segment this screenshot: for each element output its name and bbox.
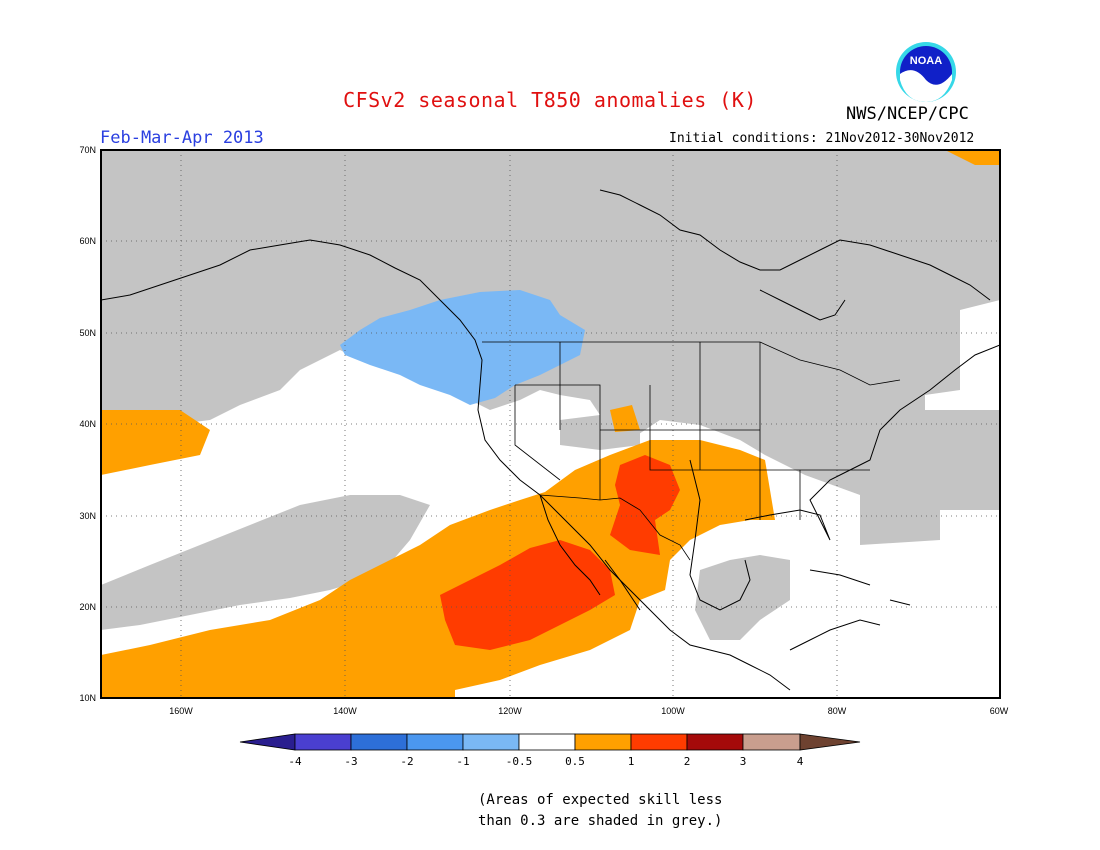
chart-title: CFSv2 seasonal T850 anomalies (K) <box>343 88 757 112</box>
colorbar-segment <box>686 733 744 751</box>
colorbar-label: 2 <box>684 755 691 768</box>
lat-label: 60N <box>79 236 96 246</box>
longitude-labels: 160W 140W 120W 100W 80W 60W <box>169 706 1009 716</box>
positive-anomaly-area-arctic <box>945 150 1000 165</box>
lat-label: 30N <box>79 511 96 521</box>
colorbar-label: -2 <box>400 755 413 768</box>
negative-anomaly-area <box>340 290 585 405</box>
strong-anomaly-area-texas <box>610 455 680 555</box>
colorbar-labels: -4 -3 -2 -1 -0.5 0.5 1 2 3 4 <box>288 755 803 768</box>
colorbar-label: -3 <box>344 755 357 768</box>
positive-anomaly-area-north <box>610 405 640 432</box>
lon-label: 60W <box>990 706 1009 716</box>
colorbar-segment <box>406 733 464 751</box>
lon-label: 140W <box>333 706 357 716</box>
forecast-period: Feb-Mar-Apr 2013 <box>100 128 264 148</box>
colorbar <box>239 733 861 751</box>
political-borders <box>482 341 901 561</box>
positive-anomaly-area-west <box>101 410 210 475</box>
noaa-logo: NOAA <box>896 42 956 102</box>
colorbar-segment <box>462 733 520 751</box>
colorbar-label: -1 <box>456 755 469 768</box>
organization-label: NWS/NCEP/CPC <box>846 104 969 124</box>
low-skill-area-pacific <box>101 495 430 630</box>
lon-label: 120W <box>498 706 522 716</box>
colorbar-segment <box>742 733 801 751</box>
latitude-labels: 70N 60N 50N 40N 30N 20N 10N <box>79 145 96 703</box>
initial-conditions: Initial conditions: 21Nov2012-30Nov2012 <box>669 131 975 146</box>
colorbar-label: 1 <box>628 755 635 768</box>
colorbar-segment <box>239 733 296 751</box>
colorbar-segment <box>294 733 352 751</box>
lon-label: 100W <box>661 706 685 716</box>
lat-label: 40N <box>79 419 96 429</box>
strong-anomaly-area-baja <box>440 540 615 650</box>
lat-label: 10N <box>79 693 96 703</box>
coastlines <box>101 189 1000 691</box>
colorbar-segment <box>799 733 861 751</box>
positive-anomaly-area-main <box>101 440 775 698</box>
lon-label: 160W <box>169 706 193 716</box>
footnote-line-2: than 0.3 are shaded in grey.) <box>478 813 723 829</box>
map-frame <box>100 149 1001 699</box>
logo-text: NOAA <box>910 55 942 67</box>
colorbar-label: 3 <box>740 755 747 768</box>
colorbar-segment <box>574 733 632 751</box>
lat-label: 70N <box>79 145 96 155</box>
lat-label: 50N <box>79 328 96 338</box>
low-skill-area-gulf <box>695 555 790 640</box>
footnote-line-1: (Areas of expected skill less <box>478 792 723 808</box>
lon-label: 80W <box>828 706 847 716</box>
colorbar-segment <box>518 733 576 751</box>
colorbar-segment <box>350 733 408 751</box>
colorbar-segment <box>630 733 688 751</box>
colorbar-label: 0.5 <box>565 755 585 768</box>
lat-label: 20N <box>79 602 96 612</box>
colorbar-label: -0.5 <box>506 755 533 768</box>
colorbar-label: 4 <box>797 755 804 768</box>
colorbar-label: -4 <box>288 755 302 768</box>
